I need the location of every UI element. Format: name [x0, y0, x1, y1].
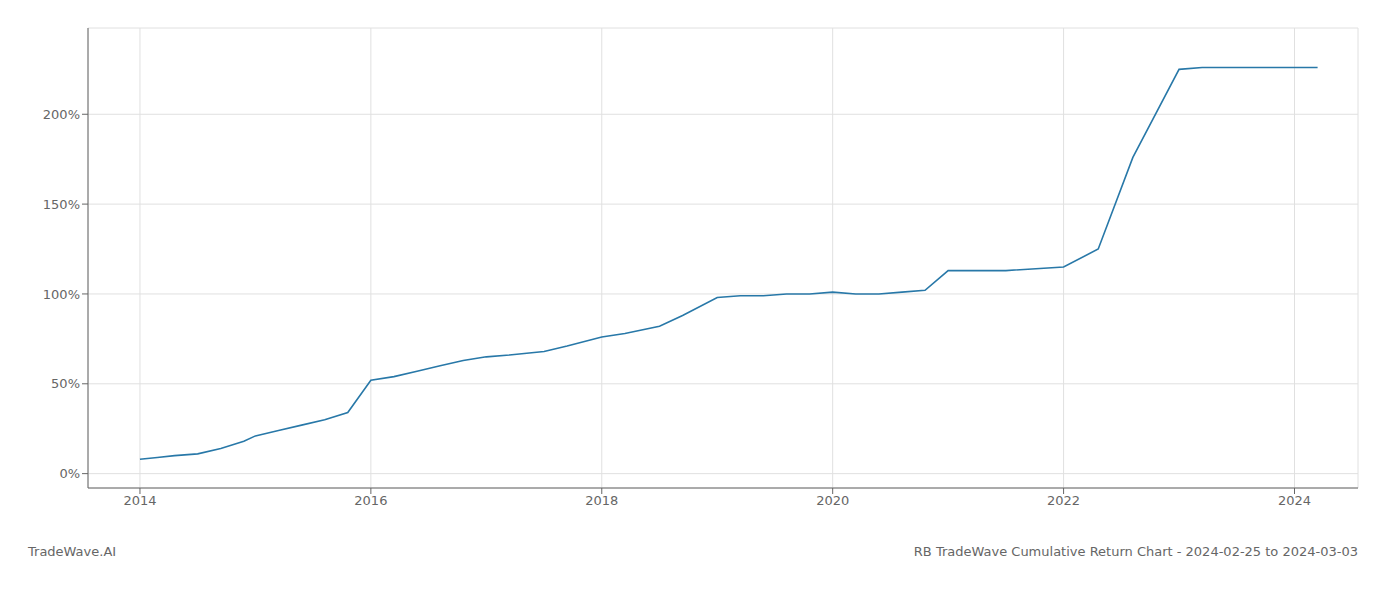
svg-text:2020: 2020 — [816, 493, 849, 508]
svg-text:0%: 0% — [59, 466, 80, 481]
svg-text:2024: 2024 — [1278, 493, 1311, 508]
svg-text:100%: 100% — [43, 287, 80, 302]
svg-text:2022: 2022 — [1047, 493, 1080, 508]
svg-text:2018: 2018 — [585, 493, 618, 508]
html-text:RB TradeWave Cumulative Return: RB TradeWave Cumulative Return Chart - 2… — [913, 544, 1358, 559]
svg-text:2014: 2014 — [123, 493, 156, 508]
svg-text:2016: 2016 — [354, 493, 387, 508]
html-text:TradeWave.AI: TradeWave.AI — [28, 544, 117, 559]
svg-text:50%: 50% — [51, 376, 80, 391]
svg-text:150%: 150% — [43, 197, 80, 212]
svg-text:200%: 200% — [43, 107, 80, 122]
